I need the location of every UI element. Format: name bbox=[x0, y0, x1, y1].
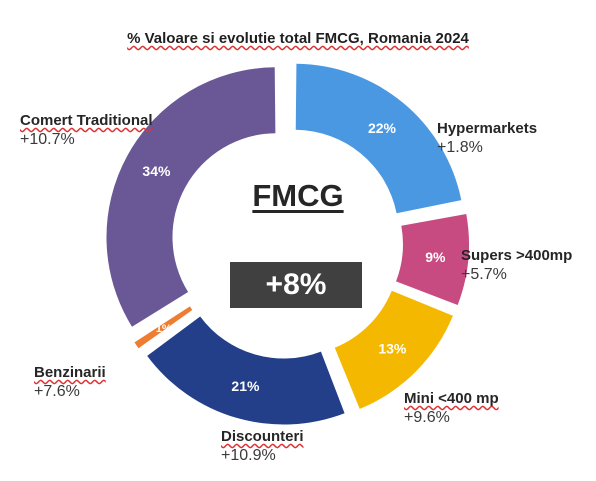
slice-value-label: 34% bbox=[142, 163, 171, 179]
slice-value-label: 1% bbox=[156, 323, 172, 335]
category-growth: +7.6% bbox=[34, 383, 80, 400]
category-name: Supers >400mp bbox=[461, 247, 573, 264]
category-name: Comert Traditional bbox=[20, 112, 153, 129]
chart-title: % Valoare si evolutie total FMCG, Romani… bbox=[127, 30, 469, 47]
category-label-benzinarii: Benzinarii +7.6% bbox=[34, 363, 106, 401]
category-name: Benzinarii bbox=[34, 364, 106, 381]
donut-slice-hypermarkets bbox=[295, 63, 462, 214]
category-label-hypermarkets: Hypermarkets +1.8% bbox=[437, 119, 537, 157]
slice-value-label: 9% bbox=[425, 249, 446, 265]
slice-value-label: 13% bbox=[378, 340, 407, 356]
category-label-mini: Mini <400 mp +9.6% bbox=[404, 389, 499, 427]
category-label-supers: Supers >400mp +5.7% bbox=[461, 246, 572, 284]
center-label: FMCG bbox=[252, 178, 344, 213]
category-growth: +10.9% bbox=[221, 447, 276, 464]
donut-slice-supers-400mp bbox=[396, 214, 469, 306]
category-growth: +5.7% bbox=[461, 266, 507, 283]
slice-value-label: 22% bbox=[368, 120, 397, 136]
category-name: Discounteri bbox=[221, 428, 304, 445]
category-name: Hypermarkets bbox=[437, 120, 538, 137]
category-growth: +9.6% bbox=[404, 409, 450, 426]
category-label-comert-traditional: Comert Traditional +10.7% bbox=[20, 111, 153, 149]
slice-value-label: 21% bbox=[231, 378, 260, 394]
donut-slice-mini-400-mp bbox=[334, 290, 453, 409]
donut-slice-discounteri bbox=[147, 316, 345, 425]
category-label-discounteri: Discounteri +10.9% bbox=[221, 427, 304, 465]
category-growth: +1.8% bbox=[437, 139, 483, 156]
donut-slice-benzinarii bbox=[134, 306, 193, 349]
total-growth-badge: +8% bbox=[230, 262, 362, 308]
category-name: Mini <400 mp bbox=[404, 390, 499, 407]
category-growth: +10.7% bbox=[20, 131, 75, 148]
donut-slice-comert-traditional bbox=[106, 67, 276, 327]
